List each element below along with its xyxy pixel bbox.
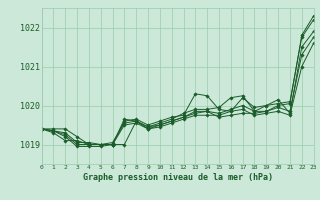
X-axis label: Graphe pression niveau de la mer (hPa): Graphe pression niveau de la mer (hPa)	[83, 173, 273, 182]
